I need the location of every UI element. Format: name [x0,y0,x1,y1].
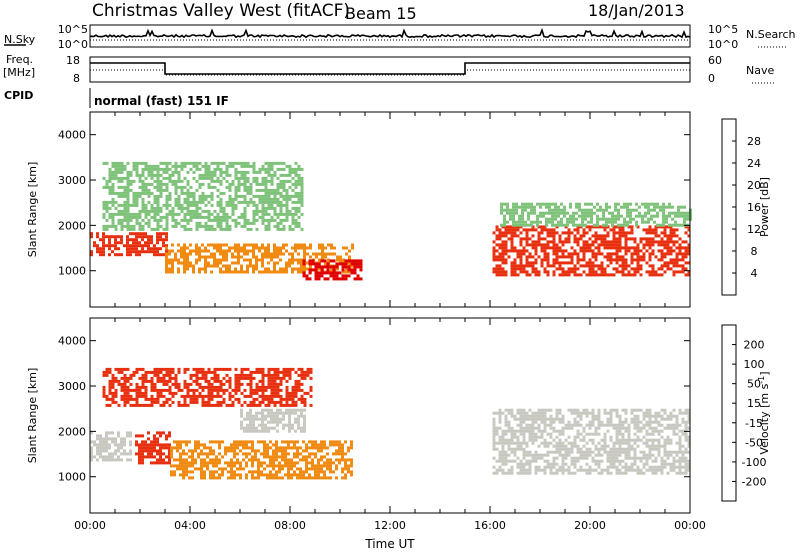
velocity-colorbar-label-sup: -1 [757,376,766,384]
power-ylabel: Slant Range [km] [26,162,39,258]
power-region-3 [102,161,304,231]
nave-tick-top: 60 [708,54,722,67]
velocity-colorbar-tick-label: -15 [745,417,763,430]
freq-tick-bottom: 8 [73,72,80,85]
cpid-text: normal (fast) 151 IF [94,94,229,108]
velocity-colorbar-label: Velocity [m s-1] [757,371,772,454]
velocity-xtick-label: 00:00 [74,519,106,532]
power-region-4 [492,225,691,277]
velocity-colorbar-tick-label: 200 [744,339,765,352]
power-colorbar-tick-label: 12 [747,223,761,236]
velocity-region-0 [90,431,132,462]
x-axis-label: Time UT [364,537,415,551]
velocity-colorbar-tick-label: -50 [745,436,763,449]
nsky-label: N.Sky [4,33,36,46]
velocity-panel: 1000 2000 3000 4000 00:00 04:00 08:00 12:00 16:0… [26,317,706,532]
cpid-label: CPID [4,89,33,102]
power-panel: 1000 2000 3000 4000 Slant Range [km] [26,111,692,308]
power-colorbar: 4 8 12 16 20 24 28 Power [dB] [721,118,771,296]
velocity-ytick-label: 4000 [58,335,86,348]
velocity-region-2 [170,440,353,480]
freq-trace [90,62,690,75]
power-colorbar-label: Power [dB] [758,177,771,237]
nsky-panel: N.Sky 10^5 10^0 10^5 10^0 N.Search [4,23,796,51]
velocity-xtick-label: 04:00 [174,519,206,532]
velocity-ytick-label: 3000 [58,380,86,393]
nave-label: Nave [746,64,774,77]
velocity-xtick-label: 20:00 [574,519,606,532]
power-colorbar-tick-label: 8 [751,245,758,258]
power-colorbar-tick-label: 28 [747,135,761,148]
nsky-tick-top: 10^5 [58,23,88,36]
nsearch-tick-top: 10^5 [708,23,738,36]
station-title: Christmas Valley West (fitACF) [92,1,350,21]
velocity-colorbar-tick-label: -100 [742,456,767,469]
velocity-region-3 [102,367,313,407]
velocity-ytick-label: 1000 [58,471,86,484]
nsky-tick-bottom: 10^0 [58,38,88,51]
power-colorbar-tick-label: 16 [747,201,761,214]
velocity-region-5 [492,408,691,475]
power-colorbar-tick-label: 20 [747,179,761,192]
velocity-xtick-label: 12:00 [374,519,406,532]
power-colorbar-tick-label: 4 [751,267,758,280]
velocity-ylabel: Slant Range [km] [26,368,39,464]
velocity-colorbar-tick-label: 15 [747,397,761,410]
velocity-colorbar-tick-label: 100 [744,358,765,371]
velocity-colorbar-tick-label: -200 [742,475,767,488]
power-ytick-label: 1000 [58,265,86,278]
freq-tick-top: 18 [66,54,80,67]
nave-tick-bottom: 0 [708,72,715,85]
power-colorbar-tick-label: 24 [747,157,761,170]
velocity-colorbar: 200 100 50 15 -15 -50 -100 -200 Velocity [m s-1] [721,324,772,502]
velocity-xtick-label: 16:00 [474,519,506,532]
velocity-ytick-label: 2000 [58,425,86,438]
nsky-trace [89,27,691,39]
power-region-5 [500,202,692,227]
velocity-region-1 [135,431,171,465]
freq-label-2: [MHz] [3,66,35,79]
power-region-1 [165,243,354,274]
power-region-2 [302,259,363,281]
date-label: 18/Jan/2013 [588,1,685,20]
beam-label: Beam 15 [345,4,417,23]
power-ytick-label: 2000 [58,219,86,232]
velocity-colorbar-tick-label: 50 [747,378,761,391]
velocity-xtick-label: 08:00 [274,519,306,532]
velocity-colorbar-label-end: ] [758,371,771,375]
power-ytick-label: 3000 [58,174,86,187]
velocity-region-4 [240,408,306,433]
power-region-0 [90,232,168,257]
nsearch-label: N.Search [746,28,796,41]
freq-label-1: Freq. [6,53,33,66]
nsearch-tick-bottom: 10^0 [708,38,738,51]
velocity-colorbar-frame [721,324,737,502]
power-ytick-label: 4000 [58,129,86,142]
freq-panel: Freq. [MHz] 18 8 60 0 Nave [3,53,776,85]
velocity-xtick-label: 00:00 [674,519,706,532]
